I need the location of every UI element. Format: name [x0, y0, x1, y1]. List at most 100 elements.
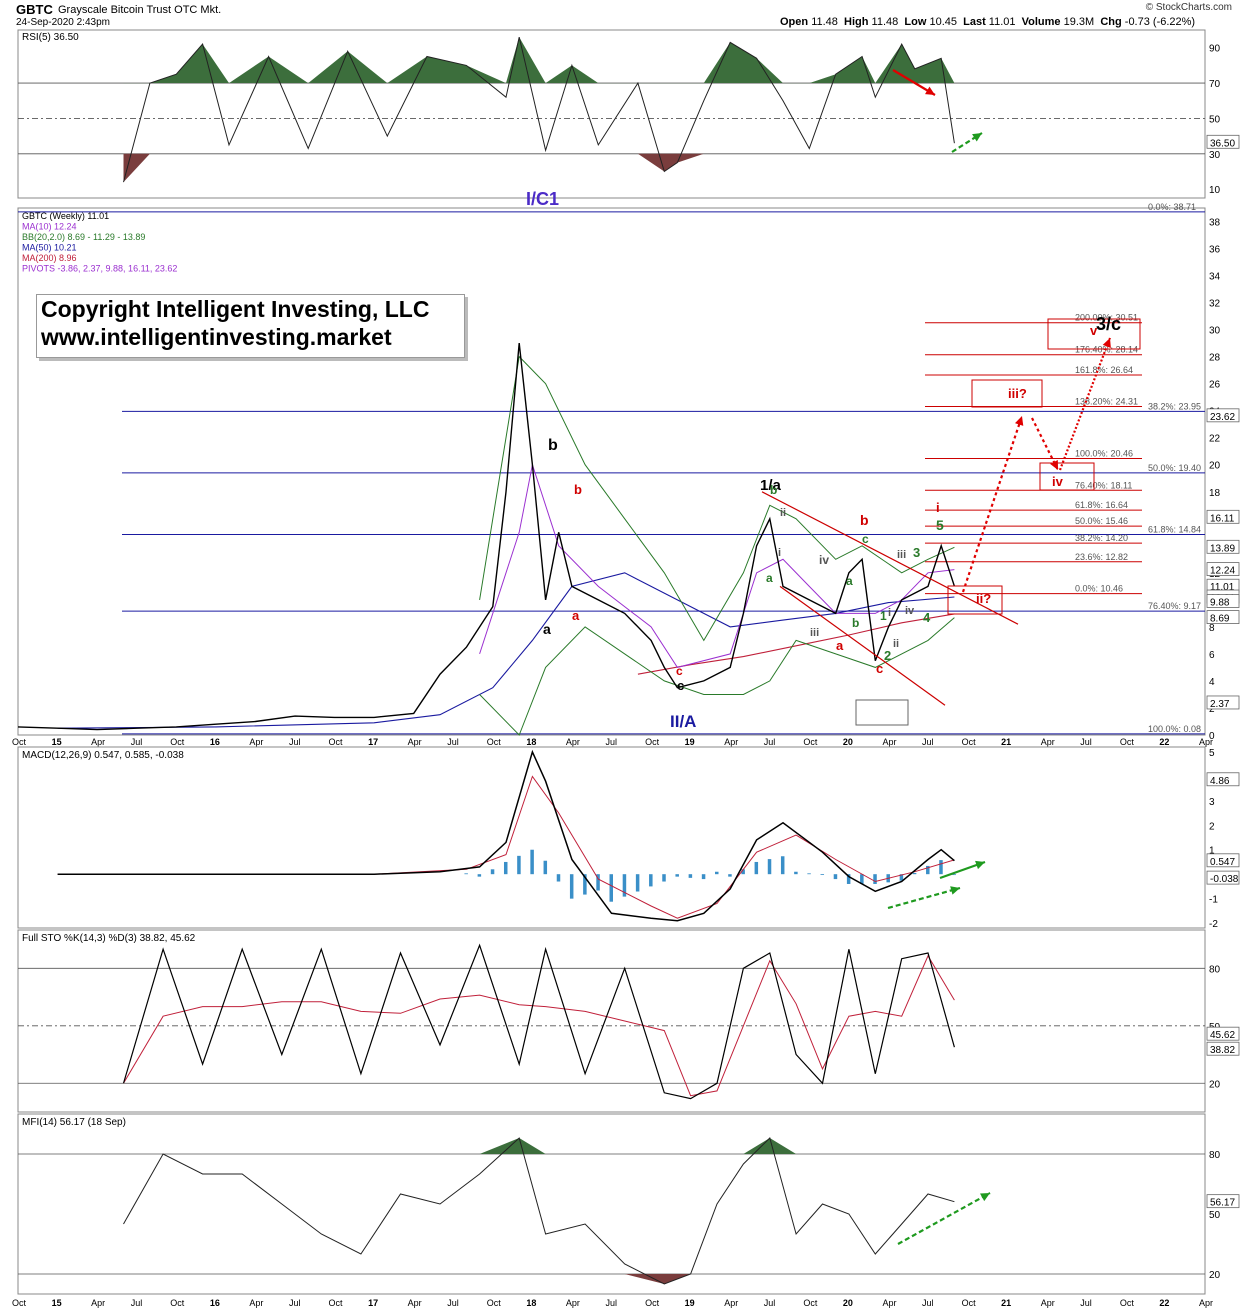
macd-histogram-bar — [490, 869, 495, 875]
macd-histogram-bar — [715, 871, 719, 875]
wave-label: 3 — [913, 545, 920, 560]
mfi-tick: 50 — [1209, 1210, 1221, 1221]
x-axis-tick-bottom: 17 — [368, 1298, 378, 1308]
copyright-url: www.intelligentinvesting.market — [41, 324, 392, 350]
macd-title: MACD(12,26,9) 0.547, 0.585, -0.038 — [22, 750, 184, 761]
x-axis-tick-bottom: 19 — [685, 1298, 695, 1308]
price-tick: 30 — [1209, 326, 1221, 337]
rsi-tick: 50 — [1209, 114, 1221, 125]
sto-panel-frame — [17, 929, 1206, 1113]
x-axis-tick-bottom: Oct — [962, 1298, 977, 1308]
wave-label: v — [1090, 323, 1098, 338]
x-axis-tick-bottom: Apr — [408, 1298, 422, 1308]
wave-label: iii — [810, 627, 819, 639]
fib-label-blue: 100.0%: 0.08 — [1148, 724, 1201, 734]
x-axis-tick-bottom: 16 — [210, 1298, 220, 1308]
macd-histogram-bar — [569, 874, 574, 899]
macd-badge-box — [1206, 870, 1240, 885]
x-axis-tick-bottom: Apr — [1199, 1298, 1213, 1308]
macd-badge-box — [1206, 853, 1240, 868]
x-axis-tick-bottom: Jul — [1080, 1298, 1092, 1308]
bb-lower-line — [479, 617, 955, 736]
rsi-tick: 70 — [1209, 79, 1221, 90]
wave-label: iii? — [1008, 386, 1027, 401]
mfi-oversold-fill — [123, 1274, 955, 1284]
x-axis-tick-bottom: 21 — [1001, 1298, 1011, 1308]
price-tick: 38 — [1209, 218, 1221, 229]
mfi-title: MFI(14) 56.17 (18 Sep) — [22, 1117, 126, 1128]
wave-label: iii — [897, 549, 906, 561]
wave-label: 5 — [936, 517, 944, 533]
macd-badge-box — [1206, 772, 1240, 787]
price-panel-frame — [17, 207, 1206, 736]
price-badge: 8.69 — [1210, 614, 1230, 625]
price-badge-box — [1206, 509, 1240, 524]
wave-label: b — [770, 483, 777, 497]
fib-label-red: 200.00%: 30.51 — [1075, 313, 1138, 323]
wave-label: ii? — [976, 591, 991, 606]
x-axis-tick-bottom: Apr — [1041, 1298, 1055, 1308]
x-axis-tick: Apr — [724, 737, 738, 747]
wave-label: 1 — [880, 609, 887, 623]
x-axis-tick: Oct — [487, 737, 502, 747]
wave-label: c — [876, 661, 883, 676]
bb-upper-line — [479, 355, 955, 642]
macd-histogram-bar — [464, 873, 468, 875]
price-tick: 0 — [1209, 731, 1215, 742]
x-axis-tick-bottom: Oct — [12, 1298, 27, 1308]
wave-label: I/C1 — [526, 189, 559, 209]
wave-label: b — [860, 512, 869, 528]
price-tick: 18 — [1209, 488, 1221, 499]
projection-arrow-final — [1058, 337, 1112, 471]
sto-k-line — [122, 943, 955, 1100]
fib-label-blue: 50.0%: 19.40 — [1148, 463, 1201, 473]
x-axis-tick: Oct — [12, 737, 27, 747]
price-legend-item: MA(200) 8.96 — [22, 253, 77, 263]
price-badge: 16.11 — [1210, 513, 1235, 524]
target-box-iii — [971, 379, 1043, 408]
fib-label-red: 76.40%: 18.11 — [1075, 480, 1132, 490]
x-axis-tick-bottom: Oct — [645, 1298, 660, 1308]
sto-badge: 38.82 — [1210, 1045, 1235, 1056]
macd-histogram-bar — [952, 874, 956, 876]
price-legend-item: GBTC (Weekly) 11.01 — [22, 211, 109, 221]
wave-label: i — [936, 500, 940, 515]
price-badge: 13.89 — [1210, 543, 1235, 554]
macd-histogram-bar — [873, 874, 877, 884]
copyright-line: Copyright Intelligent Investing, LLC — [41, 296, 430, 322]
wave-label: 1/a — [760, 477, 782, 494]
chart-header: GBTC Grayscale Bitcoin Trust OTC Mkt. 24… — [0, 0, 1240, 32]
macd-histogram-bar — [543, 860, 548, 875]
price-badge: 23.62 — [1210, 412, 1235, 423]
price-legend-item: MA(50) 10.21 — [22, 243, 77, 253]
x-axis-tick-bottom: Jul — [289, 1298, 301, 1308]
rsi-red-arrow-head — [925, 86, 935, 95]
macd-histogram-bar — [899, 874, 904, 881]
macd-histogram-bar — [794, 871, 798, 875]
fib-label-blue: 76.40%: 9.17 — [1148, 601, 1201, 611]
wave-label: ii — [780, 507, 786, 519]
x-axis-tick: Oct — [329, 737, 344, 747]
ticker-symbol: GBTC — [16, 2, 53, 17]
sto-d-line — [123, 954, 955, 1097]
macd-histogram-bar — [833, 874, 838, 880]
price-tick: 6 — [1209, 650, 1215, 661]
x-axis-tick-bottom: Oct — [803, 1298, 818, 1308]
x-axis-tick-bottom: Apr — [91, 1298, 105, 1308]
price-line — [17, 343, 956, 731]
macd-histogram-bar — [846, 874, 851, 884]
x-axis-tick-bottom: Oct — [1120, 1298, 1135, 1308]
x-axis-tick: Oct — [170, 737, 185, 747]
ma200-line — [637, 613, 955, 675]
fib-label-blue: 61.8%: 14.84 — [1148, 524, 1201, 534]
price-badge-box — [1206, 610, 1240, 624]
sto-badge: 45.62 — [1210, 1030, 1235, 1041]
rsi-overbought-fill — [123, 37, 955, 84]
x-axis-tick: Apr — [1199, 737, 1213, 747]
sto-badge-box — [1206, 1041, 1240, 1056]
mfi-panel-frame — [17, 1113, 1206, 1295]
macd-histogram-bar — [780, 856, 785, 875]
price-badge: 9.88 — [1210, 597, 1230, 608]
x-axis-tick-bottom: Apr — [249, 1298, 263, 1308]
